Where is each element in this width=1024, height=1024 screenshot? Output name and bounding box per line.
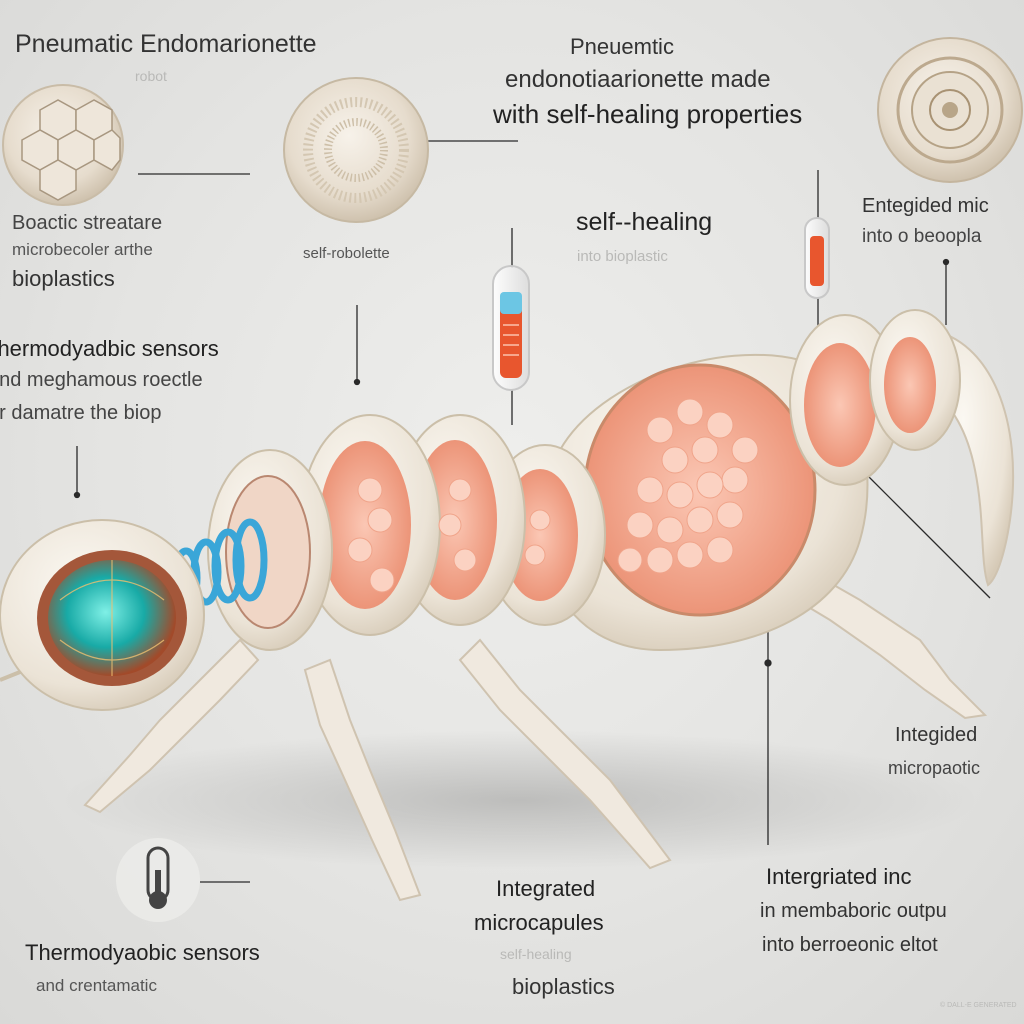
intergriated-label-3: into berroeonic eltot (762, 934, 938, 956)
self-healing-disc-icon (283, 77, 429, 223)
bioplastic-disc-icon (2, 84, 124, 206)
integrated-top-label-1: Entegided mic (862, 195, 989, 217)
leader-dot (353, 378, 361, 386)
microcapsules (347, 398, 759, 593)
self-robolette-label: self-robolette (303, 245, 390, 262)
integrated-center-label-3: self-healing (500, 946, 572, 962)
integrated-right-label-1: Integided (895, 724, 978, 746)
leader-line (861, 469, 991, 599)
leader-dot (764, 659, 772, 667)
leader-dot (942, 258, 950, 266)
thermo-bottom-label-2: and crentamatic (36, 976, 157, 995)
integrated-center-label-2: microcapules (474, 910, 604, 935)
bioplastic-label-1: Boactic streatare (12, 212, 163, 234)
corner-note: © DALL-E GENERATED (940, 1002, 1017, 1009)
thermo-top-label-2: and meghamous roectle (0, 369, 203, 391)
header-line-2: endonotiaarionette made (505, 66, 771, 93)
self-healing-label-1: self--healing (576, 208, 713, 236)
header-line-3: with self-healing properties (493, 99, 803, 129)
thermo-bottom-label-1: Thermodyaobic sensors (25, 940, 260, 965)
integrated-center-label-1: Integrated (496, 876, 596, 901)
intergriated-label-2: in membaboric outpu (760, 900, 947, 922)
robot-shadow (60, 730, 980, 870)
intergriated-label-1: Intergriated inc (766, 864, 912, 889)
integrated-right-label-2: micropaotic (888, 758, 981, 778)
header-line-1: Pneuemtic (570, 34, 674, 59)
thermometer-icon (116, 838, 200, 922)
integrated-top-label-2: into o beoopla (862, 226, 982, 247)
integrated-center-label-4: bioplastics (512, 974, 615, 999)
test-tube-icon (492, 265, 530, 391)
page-title: Pneumatic Endomarionette (15, 30, 317, 58)
bioplastic-label-2: microbecoler arthe (12, 240, 153, 259)
integrated-disc-icon (877, 37, 1023, 183)
bioplastic-label-3: bioplastics (12, 266, 115, 291)
page-title-sub: robot (135, 68, 167, 84)
self-healing-label-2: into bioplastic (577, 248, 668, 265)
test-tube-icon (804, 217, 830, 299)
thermo-top-label-1: Thermodyadbic sensors (0, 336, 219, 361)
thermo-top-label-3: or damatre the biop (0, 402, 162, 424)
leader-dot (73, 491, 81, 499)
